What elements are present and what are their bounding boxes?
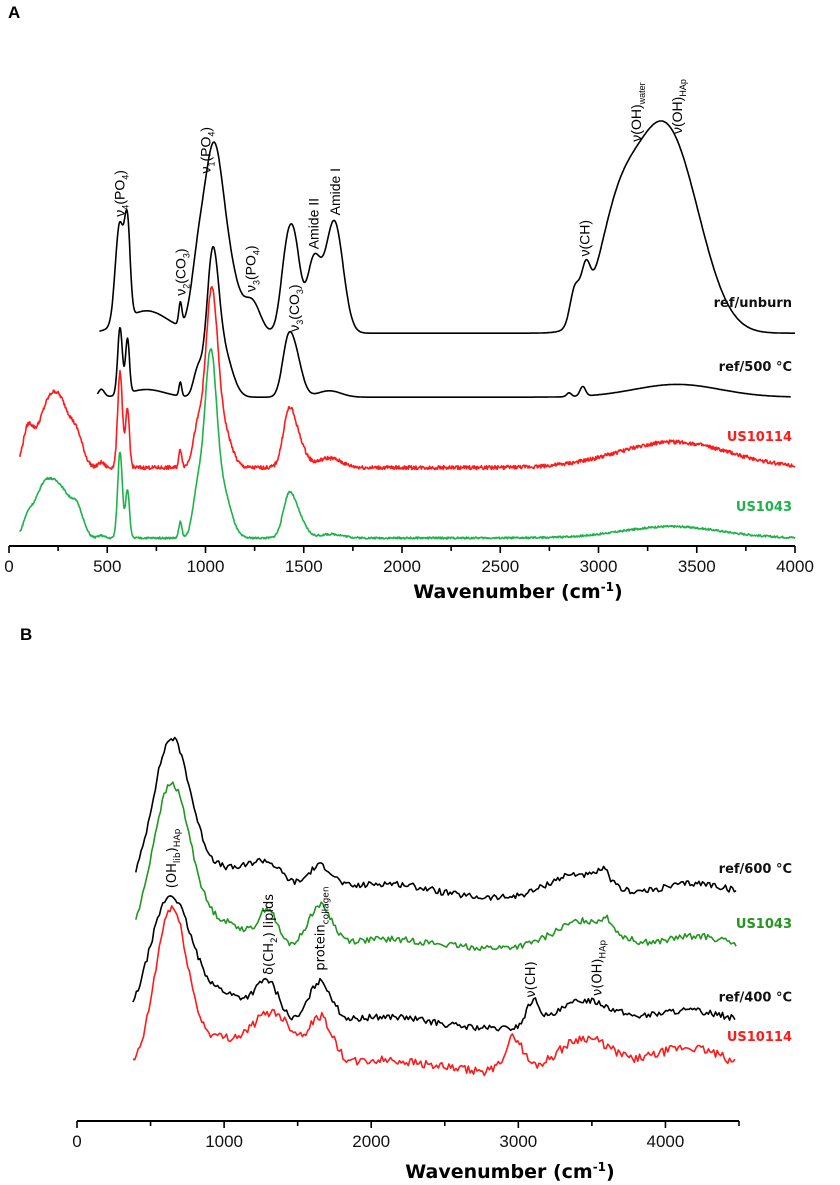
series-label: ref/600 °C xyxy=(719,862,792,877)
peak-annotation: ν4(PO4) xyxy=(112,170,131,217)
series-label: ref/500 °C xyxy=(719,360,792,375)
svg-text:Amide II: Amide II xyxy=(306,198,322,249)
series-line-ref-400-c xyxy=(132,895,736,1032)
series-label: US10114 xyxy=(727,1030,792,1045)
series-line-ref-600-c xyxy=(135,736,737,901)
x-tick-label: 2500 xyxy=(481,557,519,576)
svg-text:ν(CH): ν(CH) xyxy=(577,220,593,257)
panel-b-annotations: (OHlib)HAp δ(CH2) lipids proteincollagen ν(… xyxy=(165,828,608,997)
panel-b-traces xyxy=(132,736,737,1077)
peak-annotation: δ(CH2) lipids xyxy=(262,894,280,975)
panel-b: B (OHlib)HAp δ(CH2) lipids proteincollagen… xyxy=(20,625,792,1183)
svg-text:ν3(CO3): ν3(CO3) xyxy=(286,284,305,331)
panel-b-series-labels: ref/600 °C US1043 ref/400 °C US10114 xyxy=(719,862,792,1045)
peak-annotation: (OHlib)HAp xyxy=(165,828,183,888)
series-line-us10114 xyxy=(19,285,796,471)
series-line-us1043 xyxy=(19,348,796,540)
svg-text:ν3(PO4): ν3(PO4) xyxy=(243,245,262,292)
peak-annotation: Amide I xyxy=(327,168,343,215)
x-tick-label: 2000 xyxy=(383,557,421,576)
peak-annotation: Amide II xyxy=(306,198,322,249)
series-label: ref/unburn xyxy=(714,296,792,311)
svg-text:ν(OH)HAp: ν(OH)HAp xyxy=(590,940,608,996)
series-label: US1043 xyxy=(736,500,792,515)
peak-annotation: ν(OH)HAp xyxy=(669,79,688,134)
panel-a-traces xyxy=(19,120,796,540)
series-line-us1043 xyxy=(135,781,737,952)
peak-annotation: ν(OH)HAp xyxy=(590,940,608,996)
panel-a: A ν4(PO4) ν2(CO3) ν1(PO4) ν3(PO4) Amide II Am… xyxy=(4,3,814,603)
x-tick-label: 3000 xyxy=(580,557,618,576)
svg-text:ν1(PO4): ν1(PO4) xyxy=(198,127,217,174)
svg-text:ν(OH)water: ν(OH)water xyxy=(628,82,647,141)
panel-a-label: A xyxy=(8,3,20,22)
x-tick-label: 0 xyxy=(4,557,13,576)
svg-text:ν4(PO4): ν4(PO4) xyxy=(112,170,131,217)
svg-text:ν(OH)HAp: ν(OH)HAp xyxy=(669,79,688,134)
x-tick-label: 500 xyxy=(93,557,121,576)
x-tick-label: 3000 xyxy=(499,1132,537,1151)
x-tick-label: 1500 xyxy=(285,557,323,576)
svg-text:(OHlib)HAp: (OHlib)HAp xyxy=(165,828,183,888)
svg-text:ν(CH): ν(CH) xyxy=(524,961,539,997)
series-line-us10114 xyxy=(132,905,736,1077)
x-tick-label: 4000 xyxy=(647,1132,685,1151)
series-line-ref-unburn xyxy=(99,120,796,334)
series-label: US10114 xyxy=(727,430,792,445)
x-tick-label: 2000 xyxy=(352,1132,390,1151)
panel-b-x-axis: 0 1000 2000 3000 4000 xyxy=(72,1120,740,1151)
peak-annotation: proteincollagen xyxy=(314,886,332,970)
peak-annotation: ν1(PO4) xyxy=(198,127,217,174)
svg-text:Amide I: Amide I xyxy=(327,168,343,215)
x-tick-label: 0 xyxy=(72,1132,81,1151)
panel-a-annotations: ν4(PO4) ν2(CO3) ν1(PO4) ν3(PO4) Amide II Amid… xyxy=(112,79,688,332)
peak-annotation: ν3(PO4) xyxy=(243,245,262,292)
peak-annotation: ν(CH) xyxy=(577,220,593,257)
x-tick-label: 1000 xyxy=(205,1132,243,1151)
panel-b-label: B xyxy=(20,625,32,644)
svg-text:δ(CH2) lipids: δ(CH2) lipids xyxy=(262,894,280,975)
series-label: US1043 xyxy=(736,917,792,932)
panel-a-x-axis: 0 500 1000 1500 2000 2500 3000 3500 4000 xyxy=(4,545,814,576)
peak-annotation: ν2(CO3) xyxy=(172,248,191,295)
x-tick-label: 4000 xyxy=(776,557,814,576)
panel-a-x-axis-title: Wavenumber (cm-1) xyxy=(413,580,622,603)
series-line-ref-500-c xyxy=(96,246,791,398)
x-tick-label: 1000 xyxy=(187,557,225,576)
peak-annotation: ν(OH)water xyxy=(628,82,647,141)
svg-text:ν2(CO3): ν2(CO3) xyxy=(172,248,191,295)
series-label: ref/400 °C xyxy=(719,991,792,1006)
x-tick-label: 3500 xyxy=(678,557,716,576)
peak-annotation: ν3(CO3) xyxy=(286,284,305,331)
panel-a-series-labels: ref/unburn ref/500 °C US10114 US1043 xyxy=(714,296,792,515)
peak-annotation: ν(CH) xyxy=(524,961,539,997)
panel-b-x-axis-title: Wavenumber (cm-1) xyxy=(405,1160,614,1183)
svg-text:proteincollagen: proteincollagen xyxy=(314,886,332,970)
